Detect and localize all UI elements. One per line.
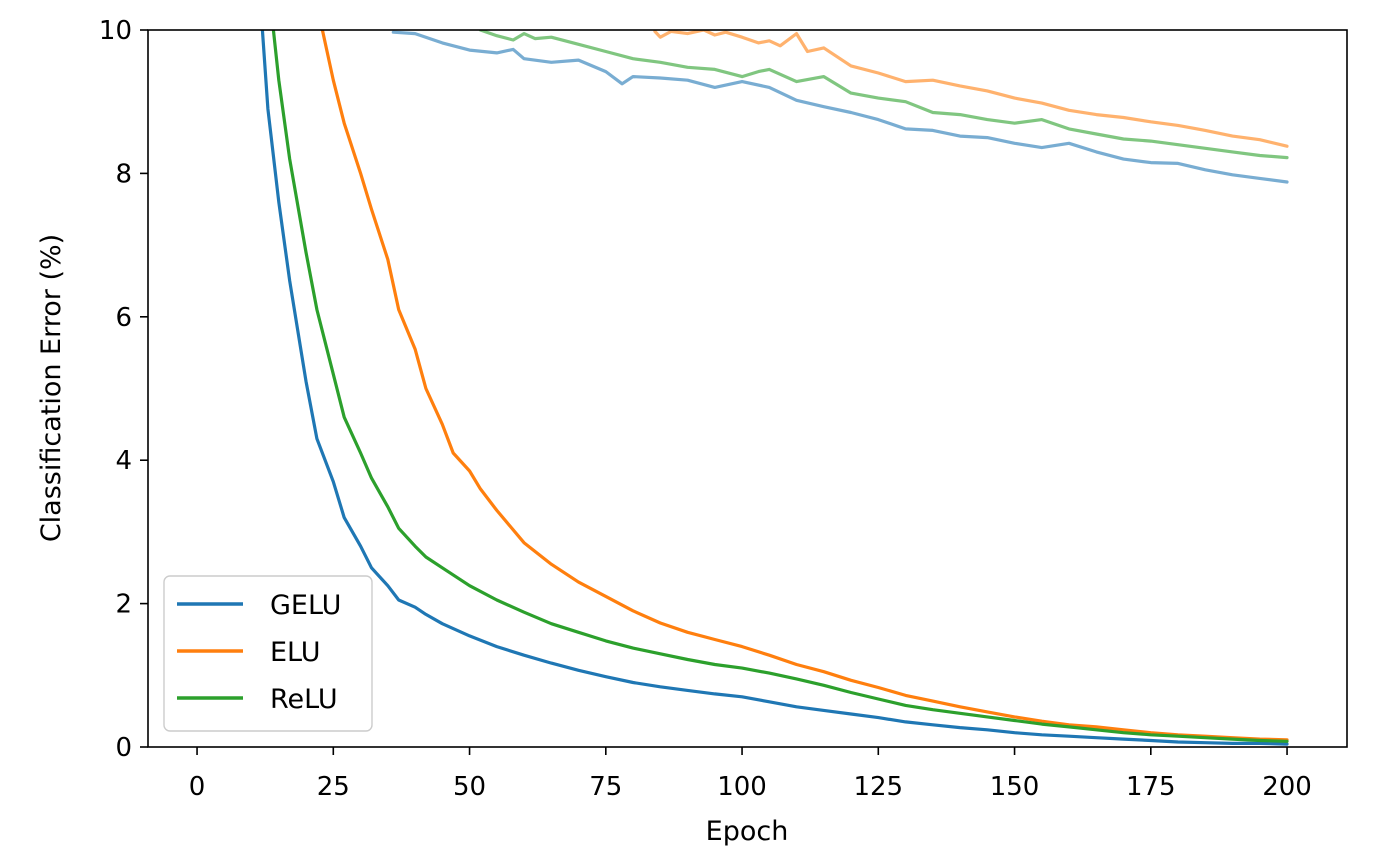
x-axis-label: Epoch (706, 816, 789, 847)
y-axis-label: Classification Error (%) (36, 234, 67, 542)
y-tick-label: 6 (115, 303, 132, 333)
x-tick-label: 200 (1262, 772, 1312, 802)
legend-box (163, 575, 373, 732)
legend-label-relu: ReLU (270, 684, 338, 715)
y-tick-label: 0 (115, 733, 132, 763)
legend-label-gelu: GELU (270, 590, 341, 621)
test-series-line-1 (653, 30, 1289, 148)
test-series-line-2 (478, 30, 1289, 160)
x-tick-label: 0 (189, 772, 206, 802)
x-tick-label: 50 (453, 772, 486, 802)
y-tick-label: 10 (99, 16, 132, 46)
x-axis-ticks: 0 25 50 75 100 125 150 175 200 (189, 747, 1312, 802)
legend: GELU ELU ReLU (163, 575, 373, 732)
y-tick-label: 2 (115, 590, 132, 620)
test-series-line-0 (391, 30, 1289, 184)
plot-frame (147, 29, 1348, 748)
plot-lines (260, 30, 1289, 746)
x-tick-label: 150 (990, 772, 1040, 802)
x-tick-label: 125 (853, 772, 903, 802)
y-tick-label: 4 (115, 446, 132, 476)
train-series-line-2 (271, 30, 1289, 743)
x-tick-label: 75 (589, 772, 622, 802)
x-tick-label: 175 (1126, 772, 1176, 802)
y-tick-label: 8 (115, 159, 132, 189)
train-series-line-0 (260, 30, 1289, 746)
y-axis-ticks: 0 2 4 6 8 10 (99, 16, 148, 763)
legend-label-elu: ELU (270, 637, 321, 668)
train-series-line-1 (320, 30, 1289, 742)
x-tick-label: 25 (317, 772, 350, 802)
x-tick-label: 100 (717, 772, 767, 802)
